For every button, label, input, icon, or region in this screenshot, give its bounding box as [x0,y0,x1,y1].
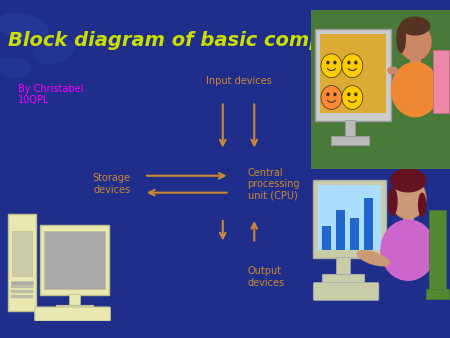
Bar [410,50,421,63]
Bar [336,210,346,250]
Circle shape [333,61,337,65]
Bar [8,215,36,311]
Bar [331,137,369,145]
Bar [336,257,350,274]
Ellipse shape [388,187,398,216]
Circle shape [321,86,342,110]
Bar [350,218,359,250]
Bar [44,231,105,289]
Ellipse shape [387,67,398,74]
Ellipse shape [400,17,431,35]
Bar [364,198,373,250]
Bar [322,226,331,250]
Circle shape [347,92,351,96]
Ellipse shape [406,275,449,300]
Ellipse shape [0,57,32,78]
Ellipse shape [376,300,416,321]
Ellipse shape [380,219,436,281]
Circle shape [326,92,329,96]
Bar [313,180,386,258]
Circle shape [342,86,363,110]
Ellipse shape [418,193,426,217]
Circle shape [347,61,351,65]
Bar [40,225,109,295]
Text: Output
devices: Output devices [248,266,284,288]
Bar [56,305,93,312]
Circle shape [354,61,357,65]
Bar [426,289,449,299]
Circle shape [342,54,363,78]
Text: Input devices: Input devices [206,76,271,86]
Circle shape [398,23,432,61]
Ellipse shape [33,38,75,64]
Bar [315,29,392,121]
Bar [12,231,32,276]
Ellipse shape [391,62,440,117]
Ellipse shape [356,250,390,266]
Bar [429,210,446,291]
Bar [320,34,386,114]
Ellipse shape [390,168,426,193]
Text: Block diagram of basic computer: Block diagram of basic computer [8,31,370,50]
Text: Central
processing
unit (CPU): Central processing unit (CPU) [248,168,300,201]
Bar [403,208,414,221]
FancyBboxPatch shape [35,307,110,321]
Bar [69,294,80,306]
Bar [11,290,33,293]
Text: By Christabel
10QPL: By Christabel 10QPL [18,84,83,105]
Bar [433,50,449,114]
Circle shape [333,92,337,96]
Bar [322,274,364,283]
Bar [11,285,33,288]
Circle shape [326,61,329,65]
Text: Storage
devices: Storage devices [93,173,130,195]
Bar [11,295,33,298]
Bar [11,281,33,285]
Bar [318,185,381,250]
Bar [346,120,355,137]
Circle shape [390,177,426,219]
FancyBboxPatch shape [313,283,379,300]
Ellipse shape [0,13,49,42]
Circle shape [321,54,342,78]
Circle shape [354,92,357,96]
Ellipse shape [396,24,406,53]
